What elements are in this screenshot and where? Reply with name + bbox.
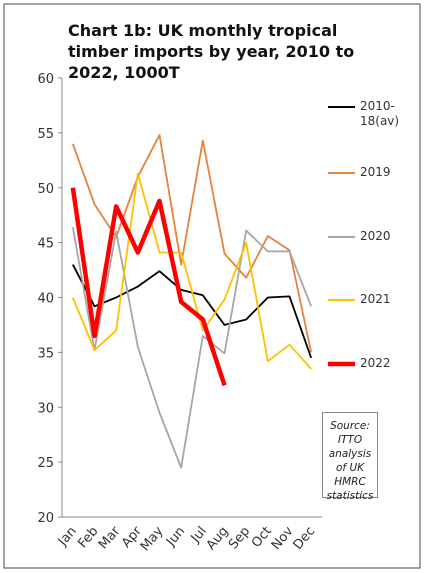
legend-label: 2022 — [360, 356, 391, 370]
source-note: Source: ITTO analysis of UK HMRC statist… — [322, 412, 378, 502]
x-tick-label: Oct — [249, 524, 275, 551]
x-tick-label: Aug — [204, 524, 232, 553]
x-tick-label: May — [138, 524, 167, 554]
x-tick-label: Feb — [75, 524, 101, 551]
x-tick-label: Jun — [163, 524, 188, 550]
x-tick-label: Sep — [226, 524, 253, 552]
x-tick-label: Dec — [291, 524, 319, 553]
y-tick-label: 35 — [37, 346, 54, 361]
y-tick-label: 50 — [37, 182, 54, 197]
x-tick-label: Mar — [96, 523, 124, 552]
y-tick-label: 25 — [37, 456, 54, 471]
y-tick-label: 30 — [37, 401, 54, 416]
legend-label: 2021 — [360, 292, 391, 306]
legend-label: 2019 — [360, 165, 391, 179]
legend-label: 2020 — [360, 229, 391, 243]
x-tick-label: Nov — [269, 524, 297, 553]
y-tick-label: 20 — [37, 511, 54, 526]
legend-label: 2010-18(av) — [360, 99, 400, 128]
x-tick-label: Jan — [55, 524, 80, 550]
y-tick-label: 40 — [37, 292, 54, 307]
frame — [3, 3, 421, 569]
y-tick-label: 45 — [37, 237, 54, 252]
series-line — [71, 227, 313, 469]
y-tick-label: 60 — [37, 72, 54, 87]
chart-title: Chart 1b: UK monthly tropical timber imp… — [68, 21, 355, 82]
series-line — [70, 187, 227, 387]
y-tick-label: 55 — [37, 127, 54, 142]
series-line — [72, 172, 312, 370]
